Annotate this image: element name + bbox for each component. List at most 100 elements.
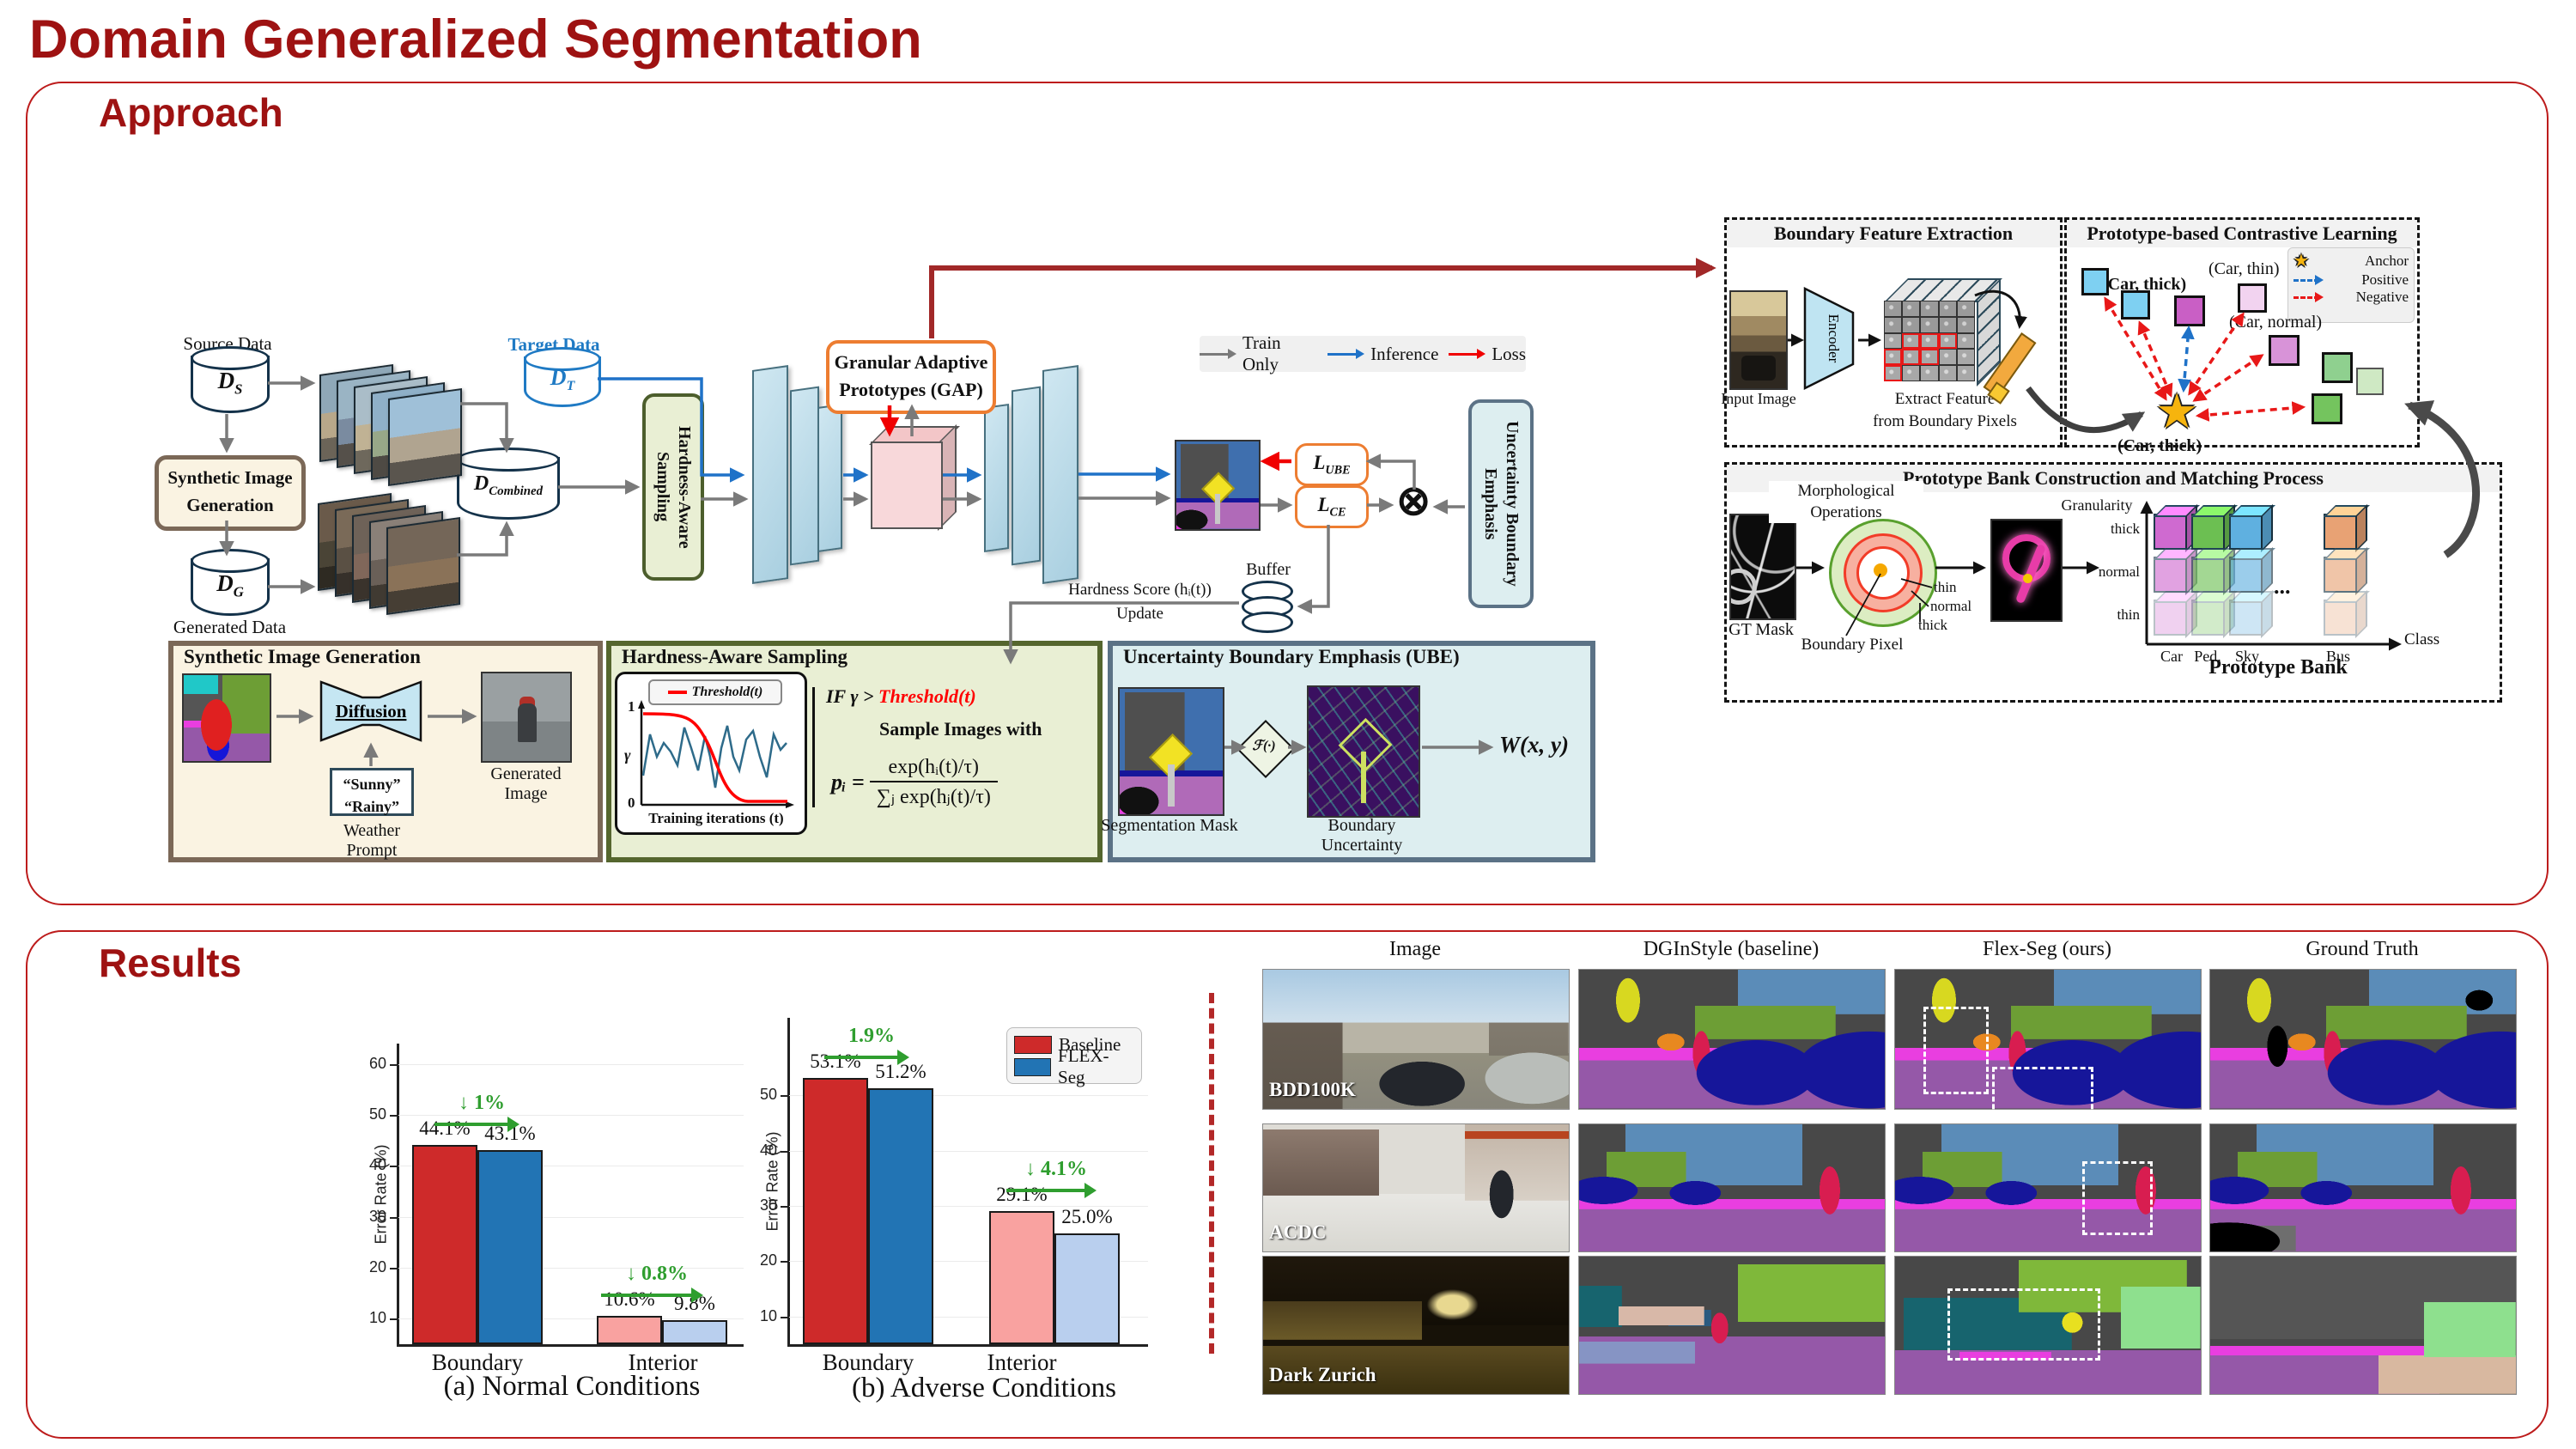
improvement-arrow [824, 1050, 909, 1066]
feature-cell [1956, 365, 1975, 381]
granularity-tick: thick [2111, 521, 2140, 537]
bfe-encoder-trapezoid: Encoder [1803, 287, 1855, 390]
tick-mark [390, 1216, 397, 1219]
train-only-label: Train Only [1242, 332, 1281, 374]
grid-line [789, 1150, 1148, 1152]
negative-label: Negative [2355, 289, 2409, 305]
feature-cell [1884, 301, 1903, 317]
synthetic-image-generation-node: Synthetic Image Generation [155, 455, 306, 531]
prototype-square [2312, 393, 2342, 424]
feature-cell [1884, 349, 1903, 366]
tick-mark [390, 1268, 397, 1270]
feature-cell [1920, 316, 1939, 333]
ube-detail-title: Uncertainty Boundary Emphasis (UBE) [1123, 646, 1460, 667]
grid-cell-r2-c1 [1578, 1256, 1886, 1395]
prototype-square [2081, 268, 2109, 295]
grid-line [398, 1216, 744, 1218]
x-axis [787, 1344, 1148, 1347]
gt-mask-label: GT Mask [1728, 620, 1794, 639]
feature-cell [1902, 301, 1921, 317]
target-dataset-cylinder: DT [524, 347, 601, 407]
prototype-square [2174, 295, 2205, 326]
improvement-arrow [434, 1117, 519, 1133]
legend-row: Baseline [1014, 1033, 1134, 1056]
bank-slab [2191, 600, 2226, 636]
segmentation-output-image [1175, 440, 1261, 531]
feature-cell [1938, 365, 1957, 381]
improvement-label: ↓ 4.1% [1025, 1157, 1087, 1180]
feature-cell [1884, 365, 1903, 381]
pbc-title: Prototype Bank Construction and Matching… [1727, 465, 2500, 492]
extract-feature-label: Extract Feature from Boundary Pixels [1873, 390, 2017, 430]
data-bar [1054, 1233, 1120, 1344]
loss-ube-node: LUBE [1295, 443, 1369, 486]
category-label: Interior [628, 1349, 698, 1375]
ube-segmask-image [1118, 687, 1224, 816]
grid-column-header: DGInStyle (baseline) [1643, 938, 1820, 960]
highlight-box [1992, 1067, 2093, 1117]
bank-slab [2324, 514, 2358, 550]
feature-cell [1920, 301, 1939, 317]
encoder-layer-3 [817, 403, 842, 553]
diffusion-label: Diffusion [336, 701, 407, 721]
input-image-label: Input Image [1721, 390, 1796, 407]
x-axis [397, 1344, 744, 1347]
diffusion-node: Diffusion [319, 680, 422, 742]
gap-node: Granular Adaptive Prototypes (GAP) [826, 340, 996, 414]
bank-slab [2324, 557, 2358, 593]
feature-cell [1884, 316, 1903, 333]
pcl-legend: ★ Anchor Positive Negative [2287, 247, 2415, 323]
bar-value-label: 10.6% [604, 1288, 655, 1310]
generated-dataset-cylinder: DG [191, 549, 270, 616]
highlight-box [1923, 1007, 1989, 1094]
arrow-legend: Train Only Inference Loss [1200, 332, 1526, 374]
inference-label: Inference [1370, 343, 1439, 364]
improvement-label: ↓ 1% [459, 1092, 505, 1115]
grid-line [789, 1316, 1148, 1318]
tick-label: 10 [759, 1306, 777, 1324]
data-bar [803, 1078, 868, 1344]
grid-cell-r0-c3 [2209, 969, 2517, 1110]
data-bar [597, 1315, 662, 1344]
car-thin-label: (Car, thin) [2208, 259, 2280, 278]
decoder-layer-2 [1012, 386, 1041, 566]
stack-image [386, 516, 460, 616]
threshold-plot [638, 700, 794, 808]
grid-cell-r2-c2 [1894, 1256, 2202, 1395]
bfe-input-image [1729, 290, 1788, 390]
bank-slab [2229, 514, 2263, 550]
data-bar [662, 1319, 727, 1344]
bfe-title: Boundary Feature Extraction [1727, 220, 2060, 247]
generated-image [481, 672, 572, 763]
bank-slab [2229, 600, 2263, 636]
grid-cell-r0-c2 [1894, 969, 2202, 1110]
tick-mark [390, 1063, 397, 1066]
f-operator-label: ℱ(·) [1252, 739, 1276, 753]
buffer-cylinder [1242, 581, 1293, 633]
grid-cell-r1-c1 [1578, 1123, 1886, 1252]
boundary-pixel-dot [1874, 563, 1887, 577]
generated-image-stack [318, 492, 464, 616]
legend-label: Baseline [1059, 1033, 1121, 1055]
ytick-gamma: γ [624, 746, 631, 764]
grid-cell-r2-c3 [2209, 1256, 2517, 1395]
sample-images-label: Sample Images with [879, 718, 1042, 740]
prototype-square [2356, 368, 2384, 395]
ytick-1: 1 [628, 698, 635, 715]
positive-arrow-icon [2293, 274, 2324, 285]
encoder-label: Encoder [1826, 314, 1842, 363]
chart-caption: (a) Normal Conditions [443, 1371, 701, 1402]
generated-data-label: Generated Data [173, 617, 287, 637]
bank-slab [2324, 600, 2358, 636]
category-label: Interior [987, 1349, 1057, 1375]
tick-label: 50 [368, 1105, 386, 1123]
sig-detail-title: Synthetic Image Generation [184, 646, 421, 667]
hardness-score-label: Hardness Score (hᵢ(t)) [1068, 581, 1212, 599]
anchor-car-thick-label: (Car, thick) [2117, 436, 2202, 455]
train-only-arrow-icon [1200, 348, 1236, 359]
feature-cell [1902, 349, 1921, 366]
grid-column-header: Image [1389, 938, 1441, 960]
grid-line [398, 1268, 744, 1269]
grid-cell-r1-c2 [1894, 1123, 2202, 1252]
decoder-layer-1 [984, 403, 1009, 553]
